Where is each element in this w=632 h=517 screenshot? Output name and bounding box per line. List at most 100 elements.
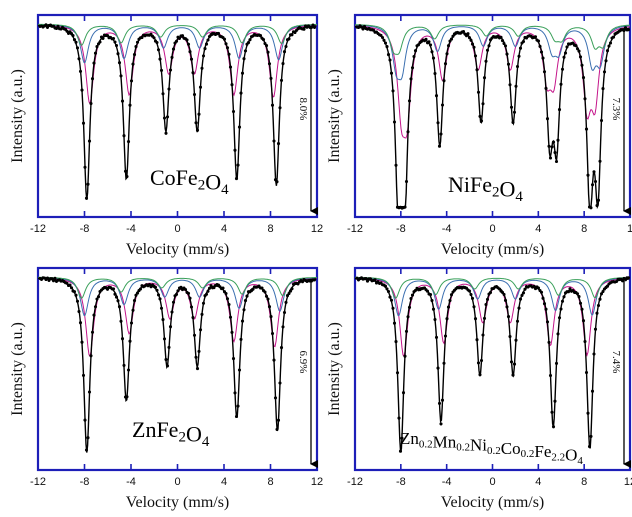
data-point — [195, 128, 200, 132]
data-point — [258, 33, 263, 38]
data-point — [233, 391, 237, 395]
data-point — [508, 334, 512, 339]
data-point — [607, 44, 611, 48]
data-point — [119, 319, 123, 323]
data-point — [389, 298, 394, 302]
data-point — [502, 292, 506, 296]
data-point — [403, 354, 407, 358]
data-point — [478, 373, 482, 377]
data-point — [509, 360, 514, 364]
x-axis-title: Velocity (mm/s) — [441, 241, 545, 258]
data-point — [270, 103, 275, 107]
data-point — [147, 282, 152, 287]
data-point — [87, 390, 92, 394]
data-point — [243, 299, 248, 303]
data-point — [521, 291, 526, 295]
data-point — [506, 62, 511, 66]
data-point — [198, 85, 203, 89]
x-axis-title: Velocity (mm/s) — [441, 494, 545, 511]
data-point — [443, 62, 448, 66]
fit-subspectrum-B — [38, 277, 317, 316]
data-point — [267, 305, 272, 309]
fit-total — [355, 277, 630, 453]
data-point — [614, 279, 619, 284]
data-point — [240, 71, 245, 75]
data-point — [261, 38, 266, 42]
data-point — [74, 293, 78, 297]
data-point — [467, 36, 472, 40]
data-point — [449, 293, 454, 297]
data-point — [502, 41, 506, 46]
compound-label: CoFe2O4 — [150, 165, 229, 198]
data-point — [410, 66, 415, 70]
data-point — [180, 34, 185, 38]
data-point — [164, 357, 168, 362]
data-point — [445, 317, 449, 321]
data-point — [120, 337, 125, 341]
data-point — [83, 418, 87, 422]
data-point — [556, 332, 560, 336]
data-point — [131, 308, 135, 312]
data-point — [427, 40, 431, 44]
data-point — [179, 285, 183, 289]
data-point — [75, 46, 80, 50]
data-point — [449, 37, 454, 41]
data-point — [592, 170, 596, 174]
data-point — [436, 121, 440, 125]
data-point — [503, 298, 508, 302]
data-point — [428, 293, 433, 297]
data-point — [626, 28, 631, 32]
data-point — [132, 53, 137, 57]
data-point — [200, 66, 204, 70]
data-point — [140, 35, 144, 40]
data-point — [188, 296, 192, 300]
data-point — [391, 306, 395, 310]
data-point — [469, 292, 473, 297]
data-point — [596, 198, 601, 202]
data-point — [186, 42, 191, 46]
data-point — [580, 63, 584, 67]
data-point — [575, 292, 580, 296]
data-point — [514, 338, 518, 342]
data-point — [282, 310, 287, 315]
data-point — [574, 44, 578, 48]
x-tick-label: 4 — [535, 223, 541, 235]
data-point — [251, 287, 255, 291]
y-axis-title: Intensity (a.u.) — [9, 69, 26, 163]
data-point — [604, 59, 608, 63]
data-point — [159, 306, 164, 310]
data-point — [398, 449, 403, 453]
data-point — [487, 44, 491, 48]
data-point — [122, 363, 126, 367]
data-point — [279, 78, 284, 82]
data-point — [120, 99, 125, 103]
data-point — [74, 40, 78, 44]
data-point — [204, 42, 209, 46]
fit-subspectrum-B — [355, 24, 631, 81]
data-point — [194, 121, 198, 125]
data-point — [72, 38, 77, 42]
data-point — [267, 62, 272, 66]
data-point — [586, 411, 590, 415]
data-point — [409, 296, 413, 301]
fit-subspectrum-B — [38, 24, 317, 64]
data-point — [392, 321, 397, 325]
data-point — [512, 362, 517, 366]
data-point — [269, 315, 273, 319]
data-point — [394, 340, 398, 344]
fit-subspectrum-C — [354, 24, 631, 55]
data-point — [243, 49, 248, 53]
data-point — [216, 31, 221, 35]
data-point — [122, 134, 126, 138]
data-point — [539, 290, 544, 294]
data-point — [284, 44, 288, 49]
data-point — [472, 305, 476, 309]
data-point — [192, 92, 197, 97]
x-tick-label: -4 — [126, 223, 136, 235]
data-point — [389, 71, 394, 75]
data-point — [547, 144, 551, 148]
data-point — [302, 27, 306, 31]
data-point — [156, 293, 161, 297]
data-points — [355, 24, 631, 210]
data-point — [461, 29, 466, 34]
